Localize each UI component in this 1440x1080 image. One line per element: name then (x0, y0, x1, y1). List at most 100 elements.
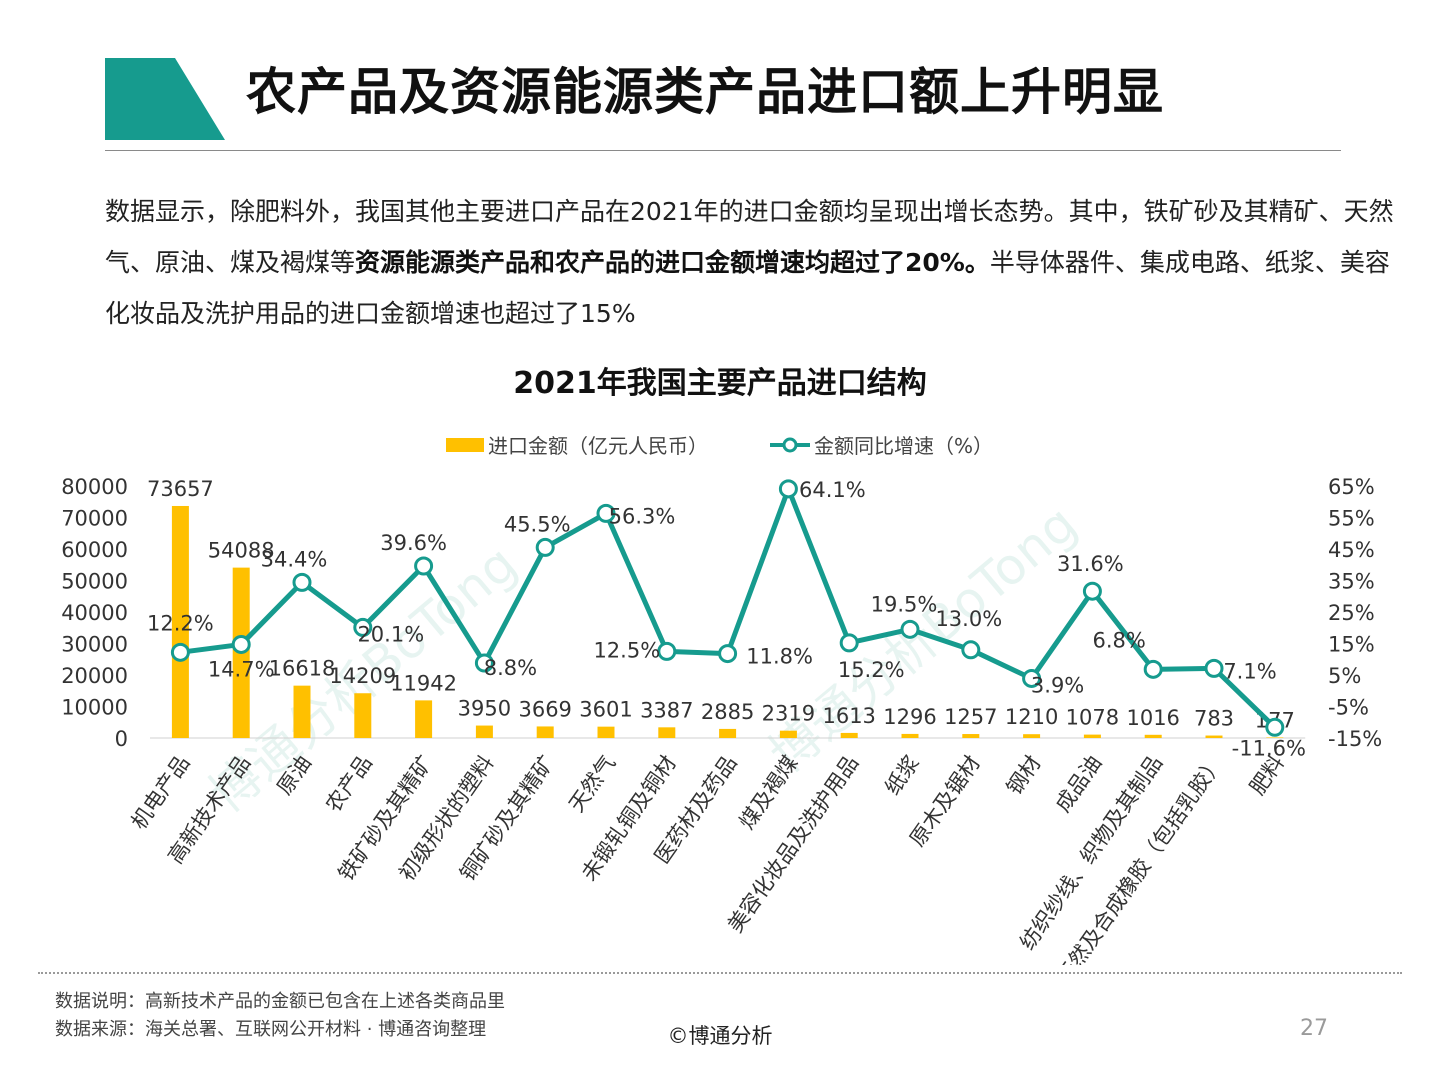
y-right-tick-label: 25% (1328, 601, 1375, 625)
bar (597, 726, 615, 738)
bar-value-label: 1078 (1066, 706, 1119, 730)
bar (779, 730, 797, 738)
growth-point (231, 634, 251, 654)
bar (901, 733, 919, 738)
growth-value-label: 8.8% (484, 656, 537, 680)
page-number: 27 (1300, 1016, 1328, 1041)
bar (536, 726, 554, 738)
bar-value-label: 1296 (883, 705, 936, 729)
bar-value-label: 2319 (762, 702, 815, 726)
bar (719, 728, 737, 738)
growth-value-label: 3.9% (1031, 673, 1084, 697)
growth-value-label: 56.3% (609, 504, 676, 528)
growth-point (900, 619, 920, 639)
y-left-tick-label: 40000 (61, 601, 128, 625)
bar-value-label: 16618 (269, 657, 336, 681)
bar-value-label: 1210 (1005, 705, 1058, 729)
bar-value-label: 54088 (208, 539, 275, 563)
bar-value-label: 2885 (701, 700, 754, 724)
growth-point (1265, 717, 1285, 737)
bar (1205, 735, 1223, 738)
bar (840, 732, 858, 738)
category-label: 原油 (272, 751, 316, 799)
growth-point (474, 653, 494, 673)
growth-point (657, 641, 677, 661)
growth-point (1022, 668, 1042, 688)
data-note: 数据说明：高新技术产品的金额已包含在上述各类商品里 (55, 991, 505, 1012)
bar-value-label: 783 (1194, 707, 1234, 731)
growth-value-label: 11.8% (746, 645, 813, 669)
growth-value-label: 34.4% (261, 547, 328, 571)
growth-value-label: 20.1% (357, 622, 424, 646)
y-left-tick-label: 20000 (61, 664, 128, 688)
bar (293, 685, 311, 738)
bar (415, 700, 433, 738)
growth-point (778, 479, 798, 499)
growth-point (292, 572, 312, 592)
bar-value-label: 3387 (640, 698, 693, 722)
intro-text-highlight: 资源能源类产品和农产品的进口金额增速均超过了20%。 (355, 248, 990, 277)
bar-value-label: 73657 (147, 477, 214, 501)
y-left-tick-label: 0 (115, 727, 128, 751)
legend-marker-line (782, 437, 798, 453)
bar (1266, 737, 1284, 738)
y-right-tick-label: 5% (1328, 664, 1361, 688)
category-label: 天然气 (564, 751, 620, 816)
y-left-tick-label: 80000 (61, 475, 128, 499)
y-right-tick-label: -5% (1328, 696, 1369, 720)
bar-value-label: 1257 (944, 705, 997, 729)
bar (1023, 734, 1041, 738)
growth-point (839, 633, 859, 653)
bar (171, 505, 189, 738)
chart-title: 2021年我国主要产品进口结构 (513, 366, 927, 401)
bar-value-label: 3601 (579, 698, 632, 722)
bar (354, 693, 372, 738)
y-left-tick-label: 50000 (61, 570, 128, 594)
bar-value-label: 11942 (390, 671, 457, 695)
growth-value-label: 6.8% (1093, 628, 1146, 652)
growth-point (535, 537, 555, 557)
y-right-tick-label: -15% (1328, 727, 1382, 751)
category-label: 成品油 (1051, 751, 1107, 816)
growth-value-label: 64.1% (799, 478, 866, 502)
copyright: ©博通分析 (667, 1024, 773, 1048)
y-left-tick-label: 70000 (61, 507, 128, 531)
title-divider (105, 150, 1341, 151)
bar-value-label: 1613 (822, 704, 875, 728)
bar (658, 727, 676, 738)
growth-value-label: 12.5% (593, 638, 660, 662)
import-structure-chart: 进口金额（亿元人民币） 金额同比增速（%） 80000 70000 60000 50000… (61, 434, 1382, 965)
intro-paragraph: 数据显示，除肥料外，我国其他主要进口产品在2021年的进口金额均呈现出增长态势。… (105, 186, 1395, 339)
growth-point (170, 642, 190, 662)
bar-value-label: 1016 (1126, 706, 1179, 730)
y-right-tick-label: 45% (1328, 538, 1375, 562)
title-accent-shape (105, 58, 225, 140)
growth-value-label: 7.1% (1223, 659, 1276, 683)
growth-point (1204, 658, 1224, 678)
category-label: 美容化妆品及洗护用品 (723, 751, 863, 937)
footer-divider (38, 972, 1402, 974)
bar (1144, 734, 1162, 738)
category-label: 机电产品 (127, 751, 195, 834)
intro-text-part1: 数据显示，除肥料外，我国其他主要进口产品在2021年的进口金额均呈现出增长态势。… (105, 197, 1394, 277)
category-label: 纸浆 (880, 751, 924, 799)
bar (475, 725, 493, 738)
growth-value-label: 45.5% (504, 512, 571, 536)
y-left-tick-label: 30000 (61, 633, 128, 657)
bar (962, 734, 980, 738)
growth-point (596, 503, 616, 523)
y-right-tick-label: 35% (1328, 570, 1375, 594)
y-left-tick-label: 10000 (61, 696, 128, 720)
slide-title: 农产品及资源能源类产品进口额上升明显 (246, 63, 1164, 121)
bar-value-label: 3950 (458, 697, 511, 721)
data-source: 数据来源：海关总署、互联网公开材料 · 博通咨询整理 (55, 1019, 487, 1040)
category-label: 农产品 (321, 751, 377, 816)
growth-point (414, 556, 434, 576)
growth-value-label: 19.5% (871, 592, 938, 616)
growth-value-label: 13.0% (935, 607, 1002, 631)
growth-line (180, 486, 1277, 730)
y-right-tick-label: 15% (1328, 633, 1375, 657)
growth-value-label: 31.6% (1057, 552, 1124, 576)
growth-value-label: 14.7% (208, 657, 275, 681)
growth-value-label: 12.2% (147, 611, 214, 635)
